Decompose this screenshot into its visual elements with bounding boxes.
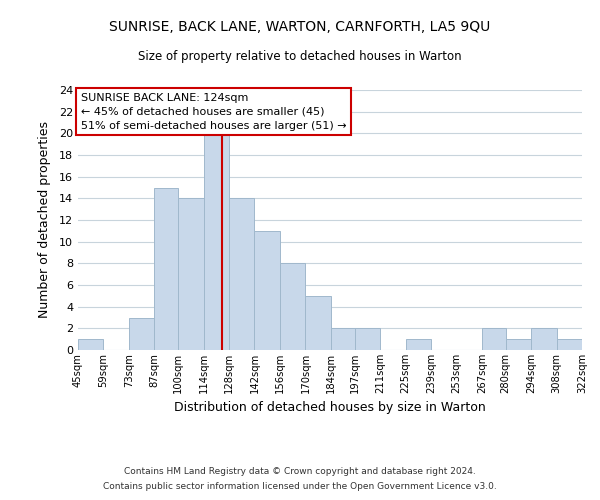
Bar [178,198,203,350]
Bar [531,328,557,350]
Y-axis label: Number of detached properties: Number of detached properties [38,122,50,318]
Text: Contains HM Land Registry data © Crown copyright and database right 2024.: Contains HM Land Registry data © Crown c… [124,467,476,476]
Bar [506,339,531,350]
Bar [305,296,331,350]
Bar [557,339,582,350]
Text: Size of property relative to detached houses in Warton: Size of property relative to detached ho… [138,50,462,63]
Bar [203,134,229,350]
Bar [129,318,154,350]
Bar [280,264,305,350]
Text: SUNRISE, BACK LANE, WARTON, CARNFORTH, LA5 9QU: SUNRISE, BACK LANE, WARTON, CARNFORTH, L… [109,20,491,34]
Bar [355,328,380,350]
Bar [229,198,254,350]
Bar [154,188,178,350]
Text: Contains public sector information licensed under the Open Government Licence v3: Contains public sector information licen… [103,482,497,491]
Bar [254,231,280,350]
X-axis label: Distribution of detached houses by size in Warton: Distribution of detached houses by size … [174,402,486,414]
Bar [331,328,355,350]
Bar [406,339,431,350]
Text: SUNRISE BACK LANE: 124sqm
← 45% of detached houses are smaller (45)
51% of semi-: SUNRISE BACK LANE: 124sqm ← 45% of detac… [80,92,346,130]
Bar [482,328,506,350]
Bar [78,339,103,350]
